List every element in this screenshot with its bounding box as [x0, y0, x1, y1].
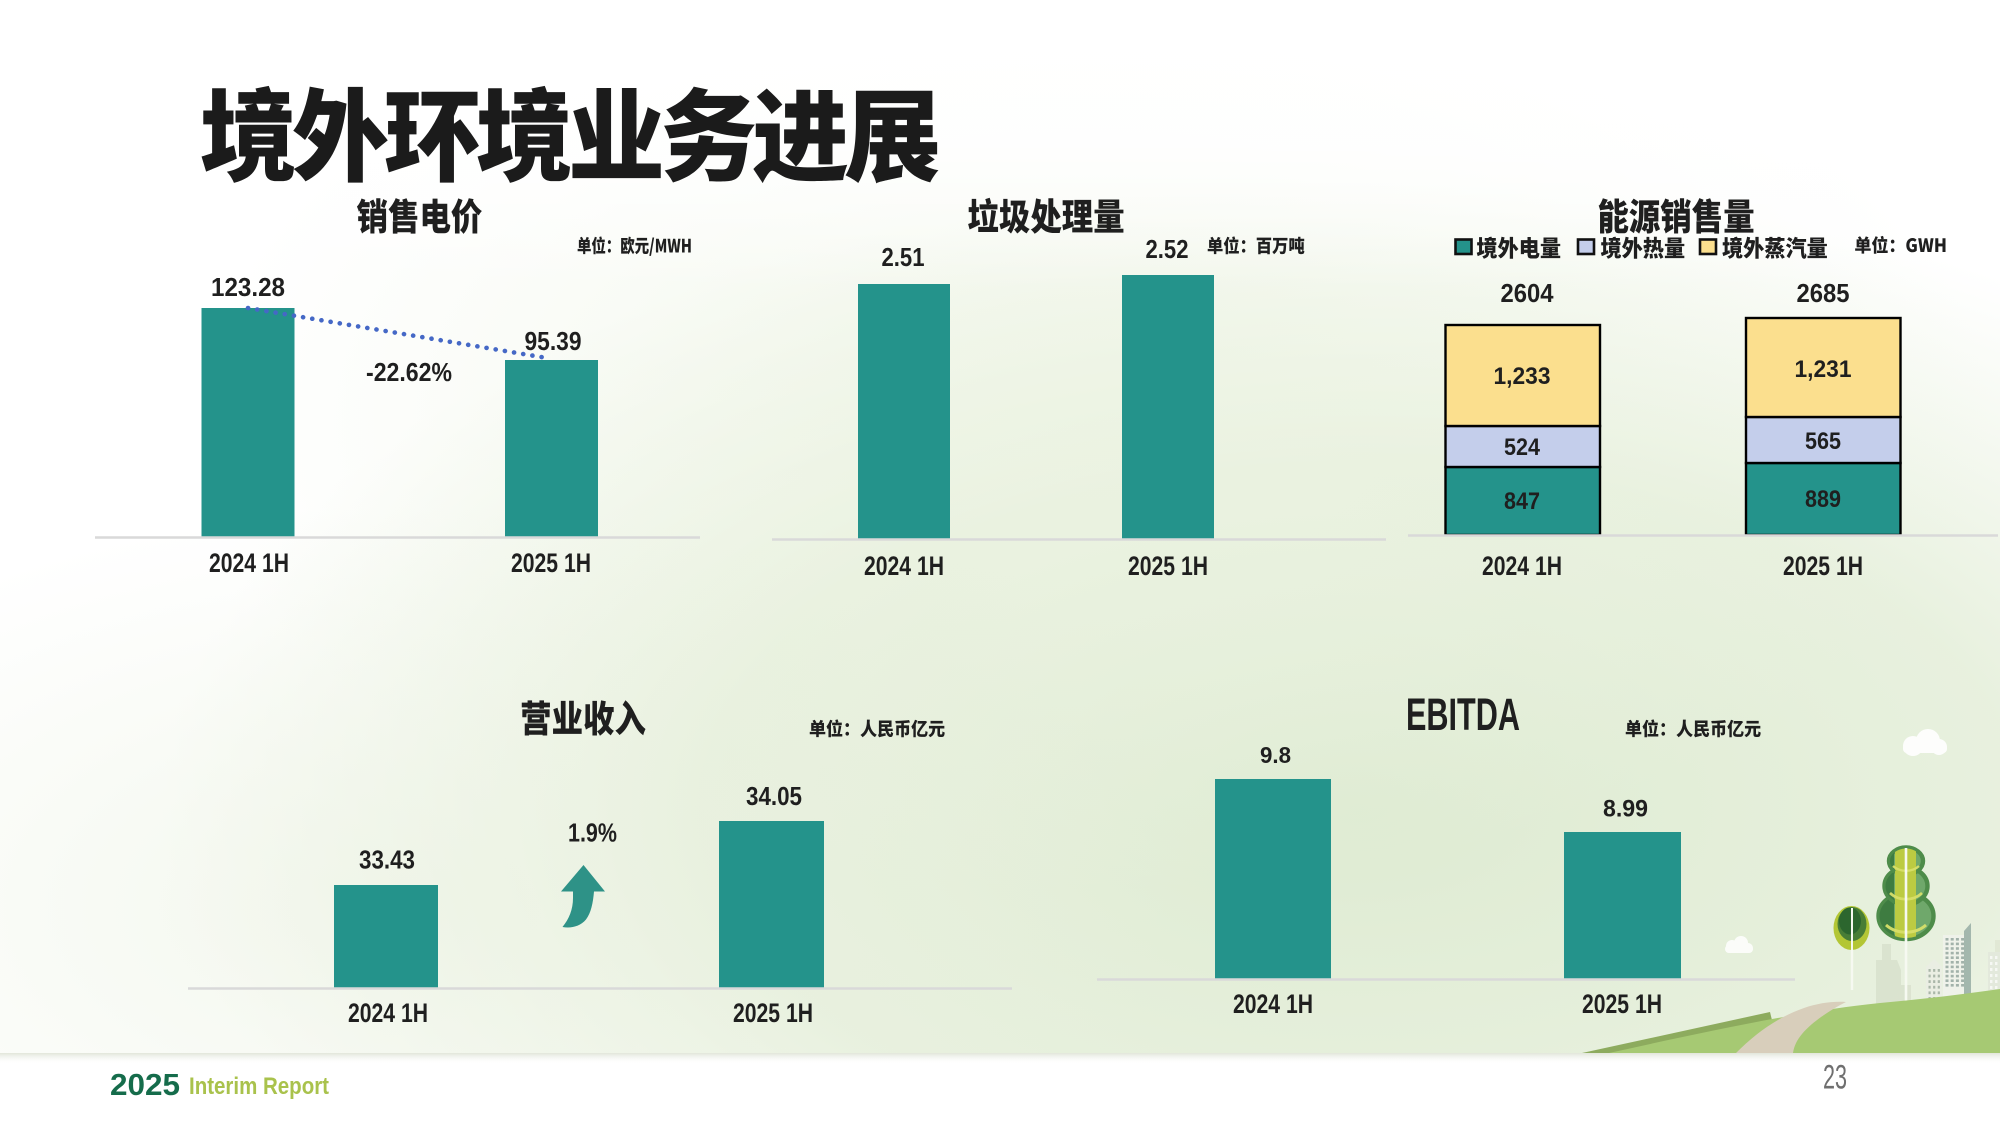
- svg-text:2024 1H: 2024 1H: [209, 548, 289, 578]
- svg-text:1,233: 1,233: [1494, 363, 1551, 390]
- svg-text:2025 1H: 2025 1H: [1582, 989, 1662, 1019]
- svg-text:565: 565: [1805, 428, 1841, 455]
- svg-text:123.28: 123.28: [211, 272, 285, 302]
- svg-text:Interim Report: Interim Report: [189, 1073, 329, 1100]
- svg-text:34.05: 34.05: [746, 781, 802, 811]
- svg-text:2.52: 2.52: [1146, 234, 1189, 264]
- svg-text:2024 1H: 2024 1H: [1482, 551, 1562, 581]
- svg-text:33.43: 33.43: [359, 845, 415, 875]
- svg-text:1.9%: 1.9%: [568, 818, 617, 848]
- svg-text:2025 1H: 2025 1H: [733, 998, 813, 1028]
- svg-text:2025 1H: 2025 1H: [511, 548, 591, 578]
- svg-text:2024 1H: 2024 1H: [348, 998, 428, 1028]
- svg-text:23: 23: [1823, 1059, 1847, 1097]
- svg-text:2.51: 2.51: [882, 242, 925, 272]
- svg-text:2024 1H: 2024 1H: [1233, 989, 1313, 1019]
- svg-text:95.39: 95.39: [525, 326, 582, 356]
- svg-text:1,231: 1,231: [1795, 356, 1852, 383]
- svg-text:2604: 2604: [1501, 278, 1554, 308]
- svg-text:2024 1H: 2024 1H: [864, 551, 944, 581]
- svg-text:2025 1H: 2025 1H: [1783, 551, 1863, 581]
- svg-text:524: 524: [1504, 434, 1540, 461]
- svg-text:-22.62%: -22.62%: [366, 357, 452, 387]
- svg-text:EBITDA: EBITDA: [1406, 689, 1520, 740]
- svg-text:9.8: 9.8: [1260, 742, 1291, 768]
- svg-text:2025: 2025: [110, 1067, 180, 1102]
- svg-text:8.99: 8.99: [1603, 796, 1648, 823]
- svg-text:2025 1H: 2025 1H: [1128, 551, 1208, 581]
- svg-text:889: 889: [1805, 486, 1841, 513]
- svg-text:847: 847: [1504, 488, 1540, 515]
- svg-text:2685: 2685: [1797, 278, 1850, 308]
